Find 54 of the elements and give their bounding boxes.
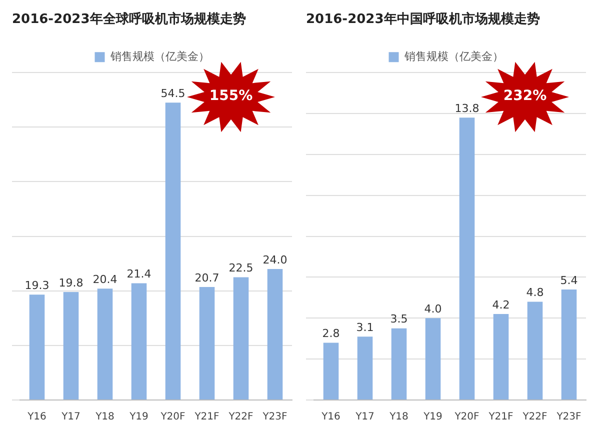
x-tick-label: Y18 — [94, 412, 114, 423]
data-label: 4.8 — [526, 286, 544, 300]
data-label: 4.0 — [424, 302, 442, 316]
bar — [131, 283, 147, 400]
x-tick-label: Y18 — [388, 412, 408, 423]
data-label: 3.1 — [356, 320, 374, 334]
data-label: 5.4 — [560, 274, 578, 287]
bar — [493, 314, 509, 400]
bar — [561, 290, 577, 400]
x-tick-label: Y20F — [454, 412, 480, 423]
data-label: 54.5 — [160, 86, 186, 100]
chart-title: 2016-2023年全球呼吸机市场规模走势 — [12, 11, 246, 28]
x-tick-label: Y16 — [26, 412, 46, 423]
text: 232% — [502, 88, 548, 104]
bar — [233, 277, 249, 400]
bar — [357, 336, 373, 400]
x-tick-label: Y17 — [354, 412, 374, 423]
annotation: 155% — [208, 88, 254, 104]
x-tick-label: Y19 — [422, 412, 442, 423]
bar — [527, 302, 543, 400]
bar — [391, 328, 407, 400]
x-tick-label: Y23F — [262, 412, 288, 423]
bar — [425, 318, 441, 400]
data-label: 13.8 — [454, 102, 480, 115]
data-label: 19.8 — [58, 276, 84, 290]
bar — [323, 342, 339, 400]
data-label: 20.4 — [92, 273, 118, 286]
data-label: 19.3 — [24, 279, 50, 292]
data-label: 21.4 — [126, 268, 152, 281]
data-label: 20.7 — [194, 271, 220, 284]
legend-label: 销售规模（亿美金） — [403, 50, 504, 63]
bar — [29, 294, 45, 400]
x-tick-label: Y19 — [128, 412, 148, 423]
x-tick-label: Y22F — [228, 412, 254, 423]
data-label: 22.5 — [228, 262, 254, 275]
legend-label: 销售规模（亿美金） — [109, 50, 210, 63]
x-tick-label: Y16 — [320, 412, 340, 423]
data-label: 3.5 — [390, 312, 408, 326]
x-tick-label: Y17 — [60, 412, 80, 423]
bar — [97, 288, 113, 400]
bar — [63, 292, 79, 400]
x-tick-label: Y21F — [488, 412, 514, 423]
x-tick-label: Y22F — [522, 412, 548, 423]
data-label: 4.2 — [492, 298, 510, 312]
x-tick-label: Y20F — [160, 412, 186, 423]
x-tick-label: Y21F — [194, 412, 220, 423]
bar — [459, 118, 475, 400]
bar — [267, 269, 283, 400]
bar — [165, 102, 181, 400]
data-label: 24.0 — [262, 253, 288, 266]
data-label: 2.8 — [322, 327, 340, 340]
chart-title: 2016-2023年中国呼吸机市场规模走势 — [306, 11, 540, 28]
x-tick-label: Y23F — [556, 412, 582, 423]
bar — [199, 287, 215, 400]
